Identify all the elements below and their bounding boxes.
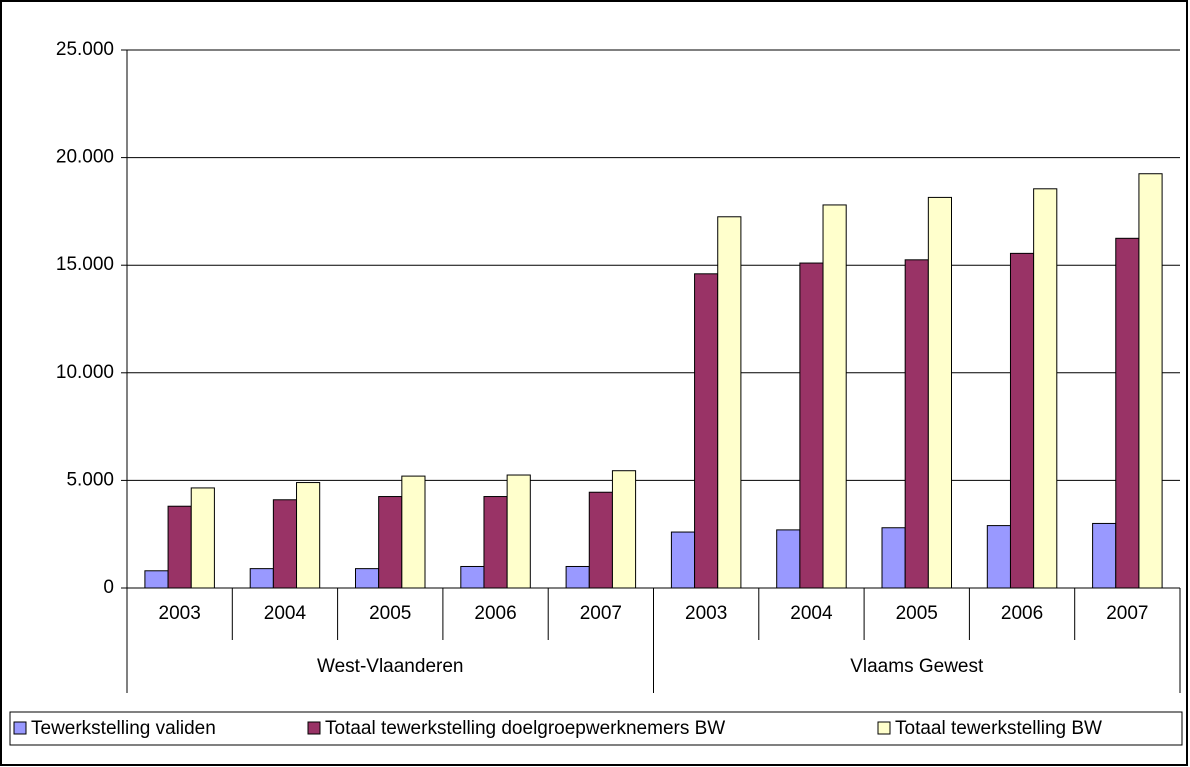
x-tick-label: 2004 (264, 603, 307, 624)
bar (296, 482, 321, 589)
bar (167, 505, 192, 589)
x-tick-label: 2003 (159, 603, 201, 624)
x-tick-label: 2005 (369, 603, 411, 624)
bar (565, 565, 590, 589)
bar (1009, 252, 1035, 589)
x-tick-label: 2003 (685, 603, 727, 624)
legend-label: Totaal tewerkstelling doelgroepwerknemer… (325, 718, 725, 739)
x-tick-label: 2006 (474, 603, 516, 624)
legend-label: Tewerkstelling validen (31, 718, 216, 739)
x-tick-label: 2006 (1001, 603, 1043, 624)
x-tick-label: 2007 (1106, 603, 1148, 624)
y-tick-label: 5.000 (66, 469, 114, 490)
bar (483, 496, 508, 589)
bar (670, 531, 696, 589)
bar (506, 474, 531, 589)
bar (776, 529, 801, 589)
bar (799, 262, 824, 589)
group-label: West-Vlaanderen (317, 656, 463, 677)
bar (822, 204, 847, 589)
legend-swatch (877, 721, 891, 735)
legend-label: Totaal tewerkstelling BW (895, 718, 1102, 739)
legend-swatch (13, 721, 27, 735)
y-tick-label: 20.000 (56, 147, 114, 168)
bar (1138, 173, 1163, 589)
legend-swatch (307, 721, 321, 735)
bar (249, 568, 274, 589)
y-tick-label: 10.000 (56, 362, 114, 383)
x-tick-label: 2007 (580, 603, 622, 624)
bar (1092, 522, 1117, 589)
bar (1033, 188, 1058, 589)
bar (460, 565, 485, 589)
y-tick-label: 0 (103, 577, 114, 598)
bar (904, 259, 929, 589)
bar (1115, 237, 1140, 589)
bar (378, 496, 403, 589)
x-tick-label: 2004 (790, 603, 833, 624)
y-tick-label: 15.000 (56, 254, 114, 275)
bar (401, 475, 426, 589)
bar (881, 527, 906, 589)
bar (355, 568, 380, 589)
group-label: Vlaams Gewest (850, 656, 984, 677)
bar (717, 216, 742, 589)
bar (588, 491, 613, 589)
bar (694, 273, 719, 589)
bar (144, 570, 169, 589)
bar (272, 499, 298, 589)
y-tick-label: 25.000 (56, 39, 114, 60)
bar (986, 525, 1011, 589)
legend-box (9, 711, 1183, 746)
bar (611, 470, 637, 589)
bar (927, 196, 952, 589)
x-tick-label: 2005 (896, 603, 938, 624)
bar (190, 487, 215, 589)
